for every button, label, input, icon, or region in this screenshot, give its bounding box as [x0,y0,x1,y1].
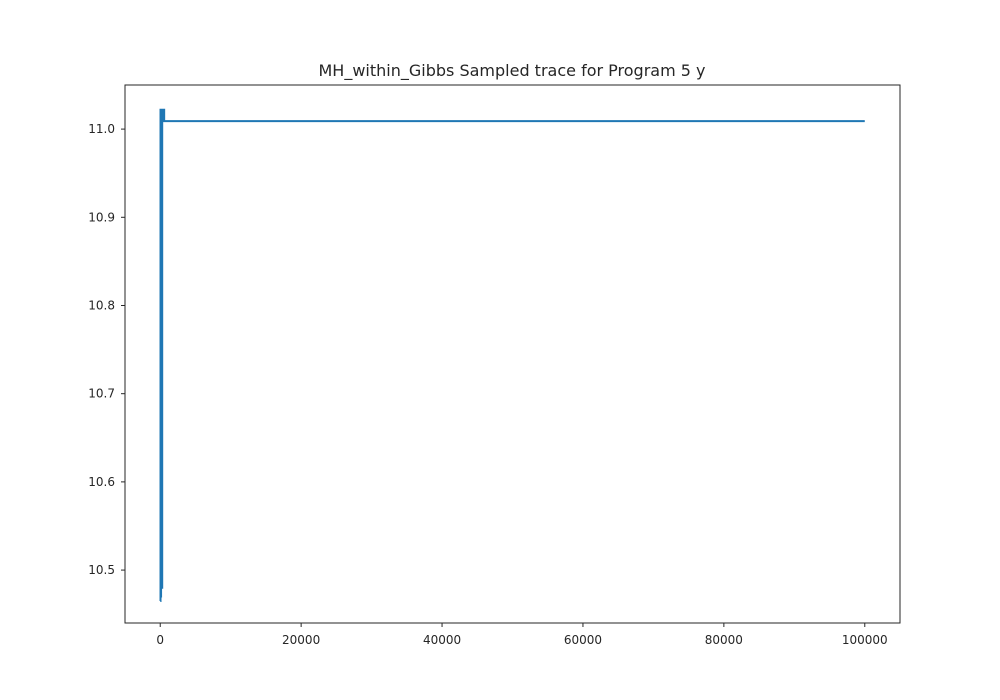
series-line [159,108,865,602]
y-tick-label: 10.6 [88,475,115,489]
x-axis-ticks: 0 20000 40000 60000 80000 100000 [156,623,888,647]
y-tick-label: 10.9 [88,210,115,224]
chart-title: MH_within_Gibbs Sampled trace for Progra… [319,61,706,81]
x-tick-label: 20000 [282,633,320,647]
x-tick-label: 80000 [705,633,743,647]
y-tick-label: 10.5 [88,563,115,577]
plot-area-frame [124,84,901,624]
x-tick-label: 60000 [564,633,602,647]
y-tick-label: 10.7 [88,387,115,401]
y-tick-label: 11.0 [88,122,115,136]
y-tick-label: 10.8 [88,298,115,312]
series-layer [159,108,865,602]
x-tick-label: 0 [156,633,164,647]
y-axis-ticks: 10.5 10.6 10.7 10.8 10.9 11.0 [88,122,125,577]
x-tick-label: 100000 [842,633,888,647]
x-tick-label: 40000 [423,633,461,647]
